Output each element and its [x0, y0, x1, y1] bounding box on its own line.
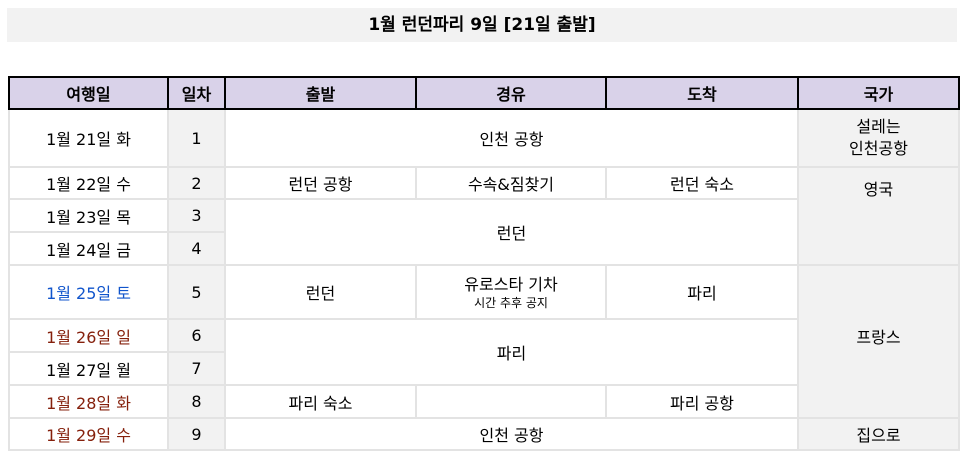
day-cell: 3: [167, 198, 226, 233]
arrival-cell: 파리: [605, 264, 799, 320]
departure-cell: 런던: [224, 264, 417, 320]
date-cell: 1월 21일 화: [8, 108, 169, 168]
header-arrival: 도착: [605, 76, 799, 110]
route-cell: 인천 공항: [224, 108, 799, 168]
day-cell: 2: [167, 166, 226, 200]
route-cell: 파리: [224, 318, 799, 386]
day-cell: 7: [167, 351, 226, 386]
arrival-cell: 런던 숙소: [605, 166, 799, 200]
country-cell-france: 프랑스: [797, 264, 960, 419]
table-row: 1월 27일 월 7: [8, 351, 959, 386]
date-cell: 1월 28일 화: [8, 384, 169, 419]
country-cell: 집으로: [797, 417, 960, 451]
day-cell: 1: [167, 108, 226, 168]
page-title: 1월 런던파리 9일 [21일 출발]: [7, 8, 957, 42]
country-cell-uk: 영국: [797, 166, 960, 266]
header-row: 여행일 일차 출발 경유 도착 국가: [8, 76, 960, 110]
day-cell: 9: [167, 417, 226, 451]
country-line-2: 인천공항: [849, 139, 908, 158]
table-row: 1월 23일 목 3 런던: [8, 198, 959, 266]
via-main: 유로스타 기차: [464, 275, 558, 294]
arrival-cell: 파리 공항: [605, 384, 799, 419]
date-cell: 1월 25일 토: [8, 264, 169, 320]
table-row: 1월 24일 금 4: [8, 231, 959, 266]
table-row: 1월 22일 수 2 런던 공항 수속&짐찾기 런던 숙소 영국: [8, 166, 960, 266]
via-cell: [415, 384, 607, 419]
departure-cell: 런던 공항: [224, 166, 417, 200]
country-line-1: 설레는: [856, 117, 901, 136]
table-row: 1월 29일 수 9 인천 공항 집으로: [8, 417, 960, 451]
route-cell: 런던: [224, 198, 799, 266]
route-cell: 인천 공항: [224, 417, 799, 451]
date-cell: 1월 26일 일: [8, 318, 169, 353]
header-departure: 출발: [224, 76, 417, 110]
header-via: 경유: [415, 76, 607, 110]
day-cell: 5: [167, 264, 226, 320]
table-row: 1월 26일 일 6 파리: [8, 318, 959, 386]
via-cell: 수속&짐찾기: [415, 166, 607, 200]
date-cell: 1월 22일 수: [8, 166, 169, 200]
header-country: 국가: [797, 76, 960, 110]
via-note: 시간 추후 공지: [474, 296, 548, 310]
date-cell: 1월 27일 월: [8, 351, 169, 386]
date-cell: 1월 23일 목: [8, 198, 169, 233]
date-cell: 1월 24일 금: [8, 231, 169, 266]
day-cell: 4: [167, 231, 226, 266]
header-day: 일차: [167, 76, 226, 110]
header-date: 여행일: [8, 76, 169, 110]
date-cell: 1월 29일 수: [8, 417, 169, 451]
day-cell: 8: [167, 384, 226, 419]
day-cell: 6: [167, 318, 226, 353]
departure-cell: 파리 숙소: [224, 384, 417, 419]
table-row: 1월 28일 화 8 파리 숙소 파리 공항: [8, 384, 959, 419]
